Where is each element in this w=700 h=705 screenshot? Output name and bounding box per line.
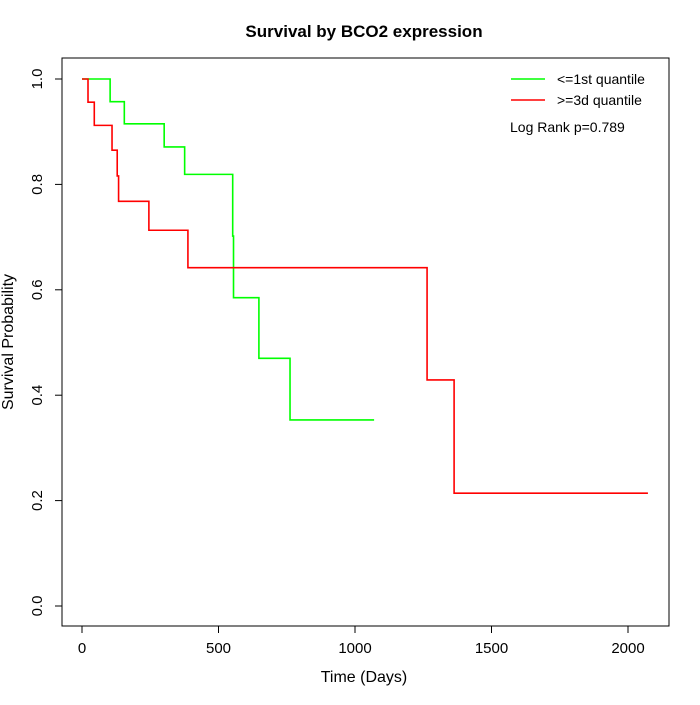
x-axis-label: Time (Days) — [321, 669, 408, 686]
y-tick-label: 0.8 — [29, 174, 46, 195]
legend: <=1st quantile >=3d quantile — [511, 71, 645, 108]
x-tick-label: 0 — [78, 640, 86, 657]
y-tick-label: 0.6 — [29, 279, 46, 300]
y-tick-label: 0.2 — [29, 490, 46, 511]
y-tick-label: 0.4 — [29, 385, 46, 406]
x-tick-label: 1500 — [475, 640, 508, 657]
plot-frame — [61, 57, 670, 627]
legend-label-low: <=1st quantile — [557, 71, 645, 87]
x-tick-label: 500 — [206, 640, 231, 657]
y-tick-label: 0.0 — [29, 596, 46, 617]
x-tick-label: 2000 — [611, 640, 644, 657]
survival-curve-low — [82, 78, 375, 421]
x-tick-label: 1000 — [338, 640, 371, 657]
log-rank-annotation: Log Rank p=0.789 — [510, 119, 625, 135]
y-axis-label: Survival Probability — [0, 274, 17, 410]
survival-curve-high — [82, 78, 648, 495]
y-tick-label: 1.0 — [29, 69, 46, 90]
chart-title: Survival by BCO2 expression — [245, 22, 482, 41]
legend-label-high: >=3d quantile — [557, 92, 642, 108]
